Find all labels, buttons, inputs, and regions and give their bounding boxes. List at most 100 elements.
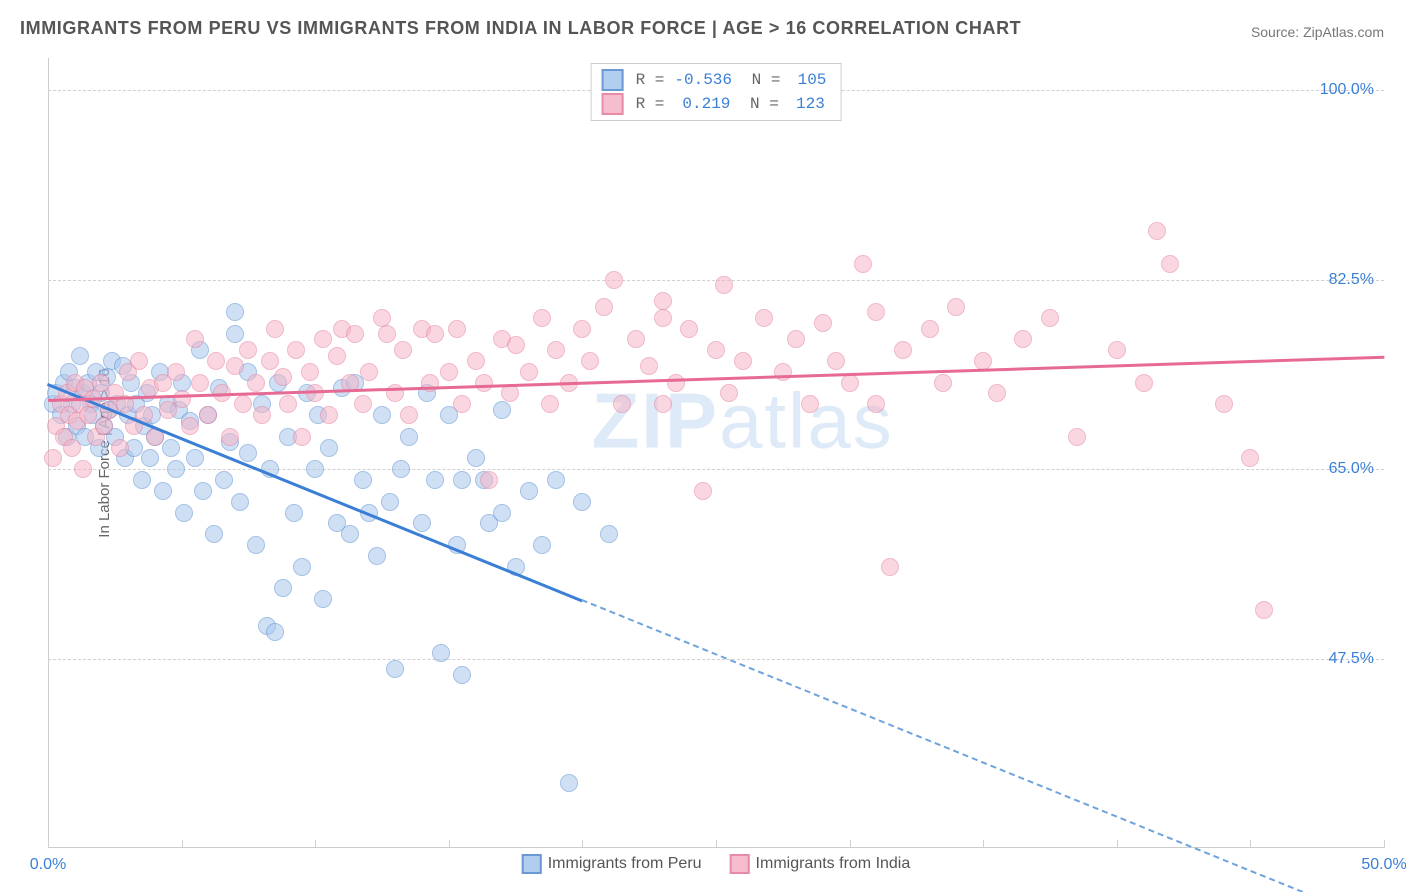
data-point-india [613, 395, 631, 413]
data-point-india [520, 363, 538, 381]
data-point-india [453, 395, 471, 413]
x-tick [449, 840, 450, 848]
data-point-india [1041, 309, 1059, 327]
data-point-india [1148, 222, 1166, 240]
x-tick [1117, 840, 1118, 848]
data-point-peru [573, 493, 591, 511]
data-point-peru [231, 493, 249, 511]
data-point-india [199, 406, 217, 424]
data-point-india [827, 352, 845, 370]
data-point-india [74, 460, 92, 478]
x-tick [1384, 840, 1385, 848]
data-point-peru [453, 471, 471, 489]
chart-title: IMMIGRANTS FROM PERU VS IMMIGRANTS FROM … [20, 18, 1021, 39]
data-point-peru [306, 460, 324, 478]
legend-swatch2-india [730, 854, 750, 874]
data-point-peru [266, 623, 284, 641]
data-point-peru [600, 525, 618, 543]
data-point-peru [320, 439, 338, 457]
plot-area: ZIPatlas In Labor Force | Age > 16 R = -… [48, 58, 1384, 848]
data-point-india [95, 417, 113, 435]
x-tick [716, 840, 717, 848]
data-point-peru [467, 449, 485, 467]
data-point-india [654, 309, 672, 327]
data-point-india [654, 395, 672, 413]
data-point-india [787, 330, 805, 348]
data-point-india [378, 325, 396, 343]
data-point-peru [373, 406, 391, 424]
data-point-india [581, 352, 599, 370]
data-point-india [79, 406, 97, 424]
data-point-india [707, 341, 725, 359]
r-value-peru: -0.536 [670, 71, 736, 89]
data-point-peru [215, 471, 233, 489]
data-point-peru [314, 590, 332, 608]
data-point-india [680, 320, 698, 338]
data-point-india [181, 417, 199, 435]
source-label: Source: ZipAtlas.com [1251, 24, 1384, 40]
data-point-peru [453, 666, 471, 684]
data-point-india [221, 428, 239, 446]
data-point-peru [381, 493, 399, 511]
data-point-india [266, 320, 284, 338]
data-point-india [394, 341, 412, 359]
legend-swatch-india [602, 93, 624, 115]
data-point-peru [520, 482, 538, 500]
x-tick-label: 0.0% [30, 856, 66, 874]
data-point-india [400, 406, 418, 424]
data-point-india [533, 309, 551, 327]
data-point-peru [392, 460, 410, 478]
data-point-india [226, 357, 244, 375]
data-point-peru [274, 579, 292, 597]
data-point-india [279, 395, 297, 413]
data-point-peru [154, 482, 172, 500]
data-point-india [239, 341, 257, 359]
data-point-india [988, 384, 1006, 402]
legend-label-peru: Immigrants from Peru [548, 855, 702, 873]
n-value-peru: 105 [786, 71, 830, 89]
data-point-india [801, 395, 819, 413]
y-tick-label: 47.5% [1329, 650, 1374, 668]
data-point-india [328, 347, 346, 365]
data-point-india [1255, 601, 1273, 619]
data-point-india [573, 320, 591, 338]
data-point-india [234, 395, 252, 413]
data-point-india [605, 271, 623, 289]
data-point-peru [341, 525, 359, 543]
data-point-india [881, 558, 899, 576]
data-point-india [934, 374, 952, 392]
data-point-peru [141, 449, 159, 467]
r-value-india: 0.219 [670, 95, 734, 113]
data-point-india [1161, 255, 1179, 273]
data-point-peru [133, 471, 151, 489]
data-point-india [44, 449, 62, 467]
data-point-india [654, 292, 672, 310]
legend-row-peru: R = -0.536 N = 105 [602, 68, 831, 92]
x-tick [582, 840, 583, 848]
data-point-peru [186, 449, 204, 467]
data-point-india [191, 374, 209, 392]
data-point-peru [205, 525, 223, 543]
data-point-india [627, 330, 645, 348]
data-point-peru [285, 504, 303, 522]
data-point-peru [239, 444, 257, 462]
data-point-peru [386, 660, 404, 678]
data-point-india [867, 395, 885, 413]
y-tick-label: 100.0% [1320, 81, 1374, 99]
data-point-peru [71, 347, 89, 365]
data-point-india [480, 471, 498, 489]
gridline [48, 659, 1384, 660]
series-legend: Immigrants from Peru Immigrants from Ind… [522, 854, 911, 874]
data-point-india [867, 303, 885, 321]
data-point-india [921, 320, 939, 338]
data-point-india [720, 384, 738, 402]
data-point-india [1215, 395, 1233, 413]
data-point-india [1014, 330, 1032, 348]
data-point-india [274, 368, 292, 386]
x-tick [850, 840, 851, 848]
data-point-india [1068, 428, 1086, 446]
x-tick-label: 50.0% [1361, 856, 1406, 874]
data-point-peru [432, 644, 450, 662]
data-point-peru [400, 428, 418, 446]
data-point-peru [533, 536, 551, 554]
